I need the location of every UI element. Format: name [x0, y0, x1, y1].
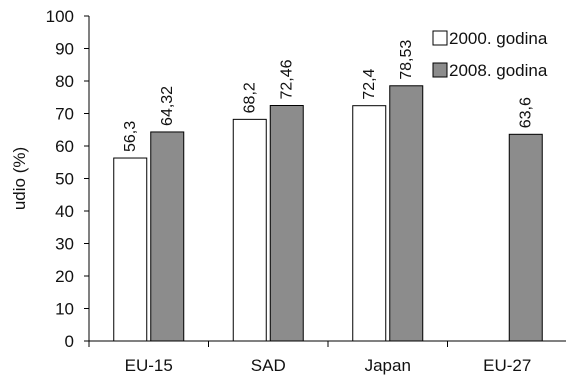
- data-label: 72,46: [279, 59, 296, 99]
- y-tick-label: 80: [55, 72, 74, 91]
- bar: [508, 133, 543, 342]
- bar: [150, 131, 185, 342]
- legend-swatch: [432, 30, 448, 46]
- y-tick-label: 30: [55, 235, 74, 254]
- data-label: 56,3: [122, 121, 139, 152]
- y-tick-label: 100: [46, 7, 74, 26]
- y-tick-label: 70: [55, 105, 74, 124]
- bar: [232, 118, 267, 342]
- bar: [352, 105, 387, 342]
- y-tick-label: 50: [55, 170, 74, 189]
- data-label: 63,6: [518, 97, 535, 128]
- bars: 56,3 64,32 68,2 72,46 72,4 78,53 63,6: [113, 40, 543, 342]
- bar: [113, 157, 148, 342]
- legend: 2000. godina 2008. godina: [432, 29, 548, 80]
- data-label: 68,2: [242, 82, 259, 113]
- x-tick-label: EU-27: [483, 356, 531, 375]
- y-tick-label: 90: [55, 40, 74, 59]
- legend-swatch: [432, 62, 448, 78]
- x-tick-label: EU-15: [125, 356, 173, 375]
- y-axis-label: udio (%): [10, 147, 29, 210]
- data-label: 72,4: [361, 68, 378, 99]
- bar: [389, 85, 424, 342]
- legend-label: 2000. godina: [449, 29, 548, 48]
- data-label: 64,32: [159, 86, 176, 126]
- axes: 0 10 20 30 40 50 60 70 80 90 100 EU-15 SAD Japan EU-27: [46, 7, 566, 375]
- y-tick-label: 60: [55, 137, 74, 156]
- data-label: 78,53: [398, 40, 415, 80]
- y-tick-label: 0: [65, 332, 74, 351]
- y-tick-label: 10: [55, 300, 74, 319]
- legend-label: 2008. godina: [449, 61, 548, 80]
- bar: [269, 105, 304, 342]
- x-tick-label: Japan: [365, 356, 411, 375]
- x-tick-label: SAD: [251, 356, 286, 375]
- y-tick-label: 40: [55, 202, 74, 221]
- y-tick-label: 20: [55, 267, 74, 286]
